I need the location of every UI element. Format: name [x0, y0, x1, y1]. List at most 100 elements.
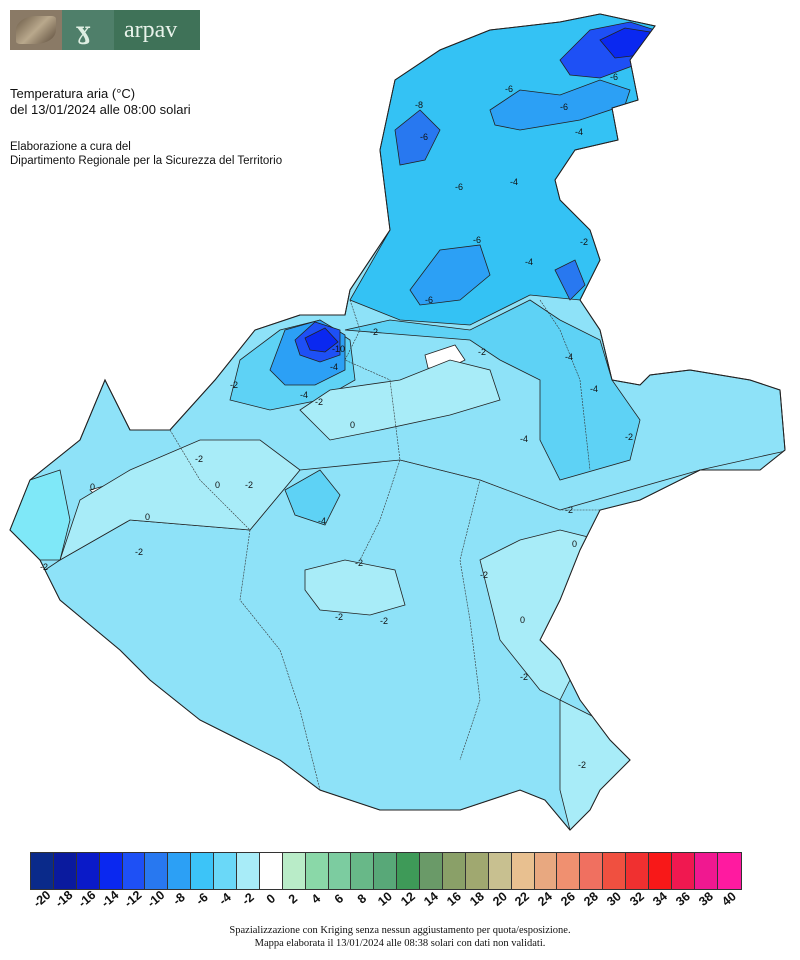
color-scale-cell — [282, 853, 306, 889]
logo-text: arpav — [114, 10, 200, 50]
contour-label: -6 — [473, 235, 481, 245]
arpav-mark-icon: ɣ — [62, 10, 114, 50]
color-scale — [30, 852, 742, 890]
color-scale-cell — [649, 853, 672, 889]
credit-line2: Dipartimento Regionale per la Sicurezza … — [10, 155, 283, 167]
province-border — [479, 479, 600, 511]
zone-north-m8-a — [409, 244, 491, 306]
contour-label: -4 — [565, 352, 573, 362]
color-scale-cell — [397, 853, 421, 889]
zone-m0-west — [59, 439, 301, 561]
contour-label: -4 — [525, 257, 533, 267]
color-scale-cell — [534, 853, 558, 889]
color-scale-cell — [145, 853, 169, 889]
zone-east-m8 — [554, 259, 586, 301]
color-scale-cell — [191, 853, 215, 889]
color-scale-cell — [420, 853, 444, 889]
contour-label: -2 — [245, 480, 253, 490]
color-scale-cell — [374, 853, 398, 889]
contour-label: -4 — [330, 362, 338, 372]
arpav-logo: ɣ arpav — [10, 10, 200, 50]
contour-label: -2 — [370, 327, 378, 337]
zone-spot-m14 — [304, 327, 339, 353]
contour-label: 0 — [572, 539, 577, 549]
contour-label: 0 — [520, 615, 525, 625]
contour-label: -2 — [315, 397, 323, 407]
province-border — [239, 529, 321, 791]
zone-nw-m8 — [394, 109, 441, 166]
contour-label: -6 — [425, 295, 433, 305]
color-scale-cell — [214, 853, 238, 889]
contour-label: -4 — [590, 384, 598, 394]
contour-label: -6 — [505, 84, 513, 94]
color-scale-cell — [671, 853, 695, 889]
color-scale-cell — [259, 853, 283, 889]
lion-seal-icon — [10, 10, 62, 50]
color-scale-cell — [557, 853, 581, 889]
zone-m0-center — [304, 559, 406, 616]
color-scale-cell — [99, 853, 123, 889]
contour-label: -2 — [335, 612, 343, 622]
contour-label: -2 — [135, 547, 143, 557]
color-scale-cell — [237, 853, 260, 889]
contour-label: 0 — [215, 480, 220, 490]
contour-label: -4 — [300, 390, 308, 400]
footer-line1: Spazializzazione con Kriging senza nessu… — [229, 925, 571, 936]
contour-label: -2 — [40, 562, 48, 572]
contour-label: -4 — [510, 177, 518, 187]
zone-small-m4 — [284, 469, 341, 526]
credit-line1: Elaborazione a cura del — [10, 141, 131, 153]
contour-label: 0 — [145, 512, 150, 522]
province-border — [169, 429, 251, 531]
contour-label: -2 — [478, 347, 486, 357]
contour-label: -2 — [578, 760, 586, 770]
color-scale-cell — [76, 853, 100, 889]
contour-label: -2 — [230, 380, 238, 390]
contour-label: -2 — [520, 672, 528, 682]
contour-label: -2 — [625, 432, 633, 442]
color-scale-cell — [351, 853, 375, 889]
zone-north-m8-b — [489, 79, 631, 131]
contour-label: -4 — [575, 127, 583, 137]
footer-line2: Mappa elaborata il 13/01/2024 alle 08:38… — [254, 938, 546, 949]
color-scale-cell — [465, 853, 489, 889]
contour-label: -6 — [610, 72, 618, 82]
contour-label: -6 — [560, 102, 568, 112]
color-scale-cell — [694, 853, 718, 889]
region-border — [9, 13, 786, 831]
contour-label: -10 — [332, 344, 345, 354]
zone-m0-upper — [299, 359, 501, 441]
contour-label: -2 — [195, 454, 203, 464]
color-scale-cell — [717, 853, 741, 889]
contour-label: -2 — [480, 570, 488, 580]
map-title: Temperatura aria (°C) del 13/01/2024 all… — [10, 86, 191, 118]
contour-label: -2 — [580, 237, 588, 247]
contour-label: -4 — [318, 516, 326, 526]
contour-label: -2 — [380, 616, 388, 626]
color-scale-cell — [580, 853, 604, 889]
color-scale-cell — [31, 853, 54, 889]
contour-label: 0 — [350, 420, 355, 430]
color-scale-cell — [168, 853, 192, 889]
zone-garda — [10, 469, 71, 561]
contour-label: -2 — [565, 505, 573, 515]
title-line2: del 13/01/2024 alle 08:00 solari — [10, 102, 191, 117]
contour-label: -2 — [355, 558, 363, 568]
color-scale-cell — [488, 853, 512, 889]
color-scale-cell — [603, 853, 627, 889]
color-scale-cell — [305, 853, 329, 889]
contour-label: -6 — [420, 132, 428, 142]
footer: Spazializzazione con Kriging senza nessu… — [0, 924, 800, 950]
temperature-map: -200-2-2-4-20-2-2-4-4-4-2-20-20-2-2-2-2-… — [9, 13, 786, 831]
contour-label: -8 — [415, 100, 423, 110]
color-scale-cell — [443, 853, 466, 889]
credit: Elaborazione a cura del Dipartimento Reg… — [10, 140, 282, 168]
color-scale-cell — [626, 853, 650, 889]
color-scale-ticks: -20 -18 -16 -14 -12 -10 -8 -6 -4 -2 0 2 4 6 8 10 12 14 16 1… — [30, 888, 766, 922]
contour-label: -6 — [455, 182, 463, 192]
color-scale-cell — [122, 853, 146, 889]
province-border — [344, 299, 401, 561]
color-scale-cell — [511, 853, 535, 889]
color-scale-cell — [53, 853, 77, 889]
color-scale-cell — [328, 853, 352, 889]
